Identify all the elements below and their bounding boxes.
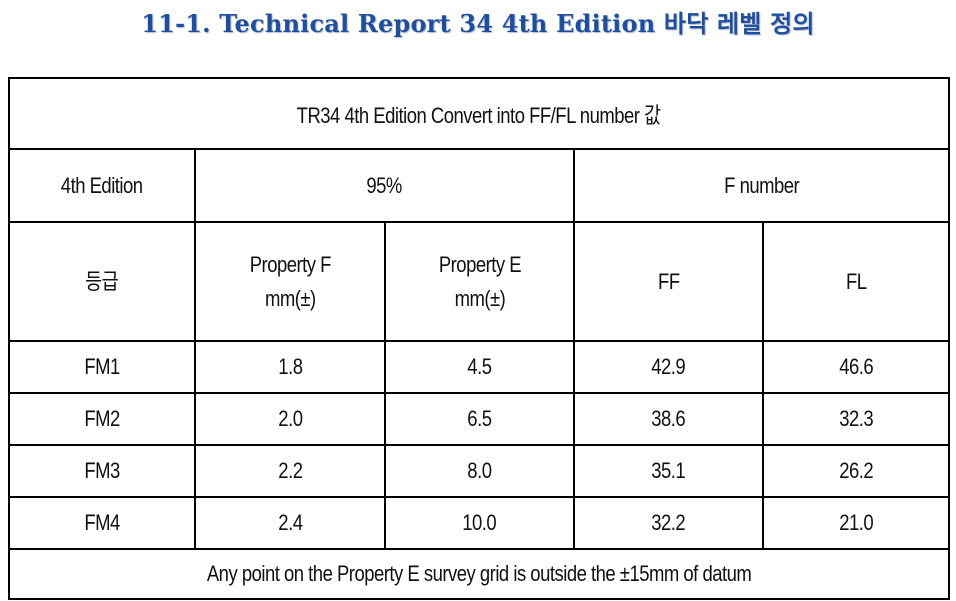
f-number-header-cell: F number [572,148,951,223]
property-f-unit: mm(±) [264,285,316,311]
property-f-cell: 1.8 [194,340,386,394]
grade-header: 등급 [85,268,120,294]
property-e-cell: 10.0 [384,496,575,550]
ff-header-cell: FF [573,221,764,342]
property-e-value: 10.0 [462,510,497,535]
group-header-row: 4th Edition 95% F number [8,148,951,223]
fl-value: 26.2 [839,458,874,483]
fl-value: 32.3 [839,406,874,431]
table-row: FM3 2.2 8.0 35.1 26.2 [8,444,951,498]
property-e-header-cell: Property E mm(±) [384,221,575,342]
property-e-value: 6.5 [467,406,492,431]
property-f-value: 2.4 [277,510,303,535]
fl-cell: 26.2 [761,444,951,498]
property-e-value: 4.5 [467,354,492,379]
ff-value: 35.1 [651,458,686,483]
property-f-header: Property F [249,251,331,277]
property-f-cell: 2.4 [194,496,386,550]
grade-value: FM2 [84,406,120,431]
ff-header: FF [657,268,680,294]
f-number-header: F number [723,172,800,198]
fl-header-cell: FL [761,221,951,342]
table-title-cell: TR34 4th Edition Convert into FF/FL numb… [7,77,951,150]
property-f-value: 2.2 [277,458,303,483]
edition-header-cell: 4th Edition [8,148,196,223]
table-title-row: TR34 4th Edition Convert into FF/FL numb… [7,77,951,150]
table-row: FM4 2.4 10.0 32.2 21.0 [8,496,951,550]
table-row: FM1 1.8 4.5 42.9 46.6 [8,340,951,394]
property-e-cell: 4.5 [384,340,575,394]
property-e-value: 8.0 [467,458,492,483]
property-f-value: 2.0 [277,406,303,431]
ff-value: 38.6 [651,406,686,431]
ff-cell: 38.6 [573,392,764,446]
edition-header: 4th Edition [61,172,143,198]
sub-header-row: 등급 Property F mm(±) Property E mm(±) FF … [8,221,951,342]
ff-cell: 32.2 [573,496,764,550]
property-e-cell: 8.0 [384,444,575,498]
note-row: Any point on the Property E survey grid … [7,548,951,600]
fl-value: 21.0 [839,510,874,535]
table-title: TR34 4th Edition Convert into FF/FL numb… [297,102,661,128]
grade-cell: FM2 [8,392,196,446]
fl-cell: 32.3 [761,392,951,446]
table-note: Any point on the Property E survey grid … [206,561,752,586]
grade-cell: FM3 [8,444,196,498]
property-e-cell: 6.5 [384,392,575,446]
fl-cell: 21.0 [761,496,951,550]
property-f-cell: 2.0 [194,392,386,446]
page-title: 11-1. Technical Report 34 4th Edition 바닥… [141,9,815,38]
property-f-header-cell: Property F mm(±) [194,221,386,342]
grade-header-cell: 등급 [8,221,196,342]
ff-value: 32.2 [651,510,686,535]
grade-value: FM1 [84,354,120,379]
fl-header: FL [845,268,867,294]
percentile-header: 95% [366,172,403,198]
property-f-cell: 2.2 [194,444,386,498]
grade-value: FM3 [84,458,120,483]
property-e-header: Property E [438,251,521,277]
grade-cell: FM1 [8,340,196,394]
fl-cell: 46.6 [761,340,951,394]
property-e-unit: mm(±) [454,285,505,311]
tr34-conversion-table: TR34 4th Edition Convert into FF/FL numb… [7,77,951,600]
grade-value: FM4 [84,510,120,535]
percentile-header-cell: 95% [194,148,575,223]
property-f-value: 1.8 [277,354,303,379]
note-cell: Any point on the Property E survey grid … [7,548,951,600]
fl-value: 46.6 [839,354,874,379]
ff-cell: 42.9 [573,340,764,394]
table-row: FM2 2.0 6.5 38.6 32.3 [8,392,951,446]
grade-cell: FM4 [8,496,196,550]
ff-cell: 35.1 [573,444,764,498]
ff-value: 42.9 [651,354,686,379]
